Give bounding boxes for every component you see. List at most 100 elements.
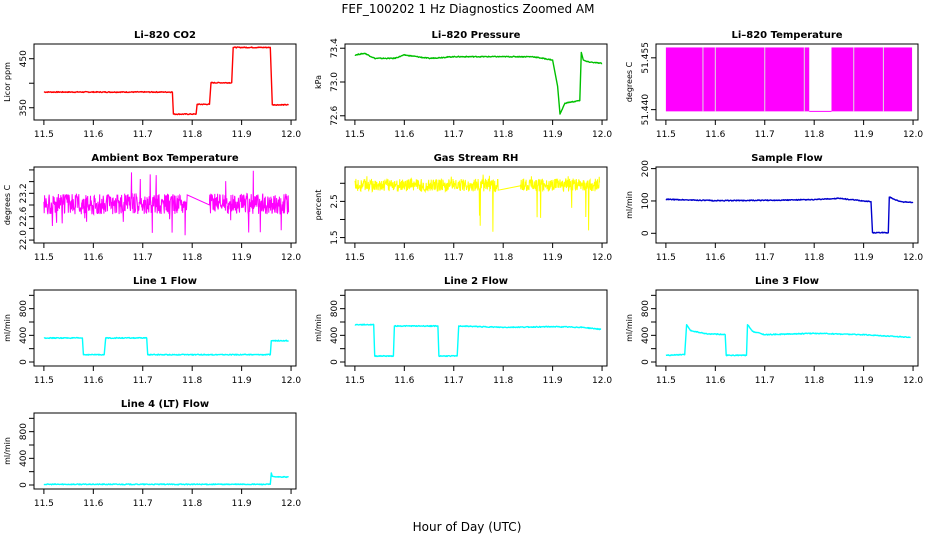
x-tick-label: 11.7 xyxy=(755,253,775,263)
temperature-band xyxy=(831,47,913,112)
y-axis-label: ml/min xyxy=(3,437,12,465)
y-tick-label: 400 xyxy=(641,326,651,343)
x-tick-label: 11.9 xyxy=(854,376,874,386)
x-tick-label: 11.8 xyxy=(804,253,824,263)
y-axis-label: Licor ppm xyxy=(3,62,12,102)
panel-7: Line 1 Flow 11.5 11.6 11.7 11.8 11.9 12.0 0 400 8… xyxy=(3,276,301,386)
x-tick-label: 11.8 xyxy=(182,130,202,140)
x-tick-label: 11.9 xyxy=(232,130,252,140)
panel-title: Sample Flow xyxy=(751,153,823,164)
series-line xyxy=(665,324,911,357)
y-tick-label: 200 xyxy=(641,160,651,177)
y-tick-label: 450 xyxy=(19,50,29,67)
y-axis-label: degrees C xyxy=(625,61,634,102)
y-tick-label: 400 xyxy=(330,326,340,343)
x-tick-label: 11.5 xyxy=(656,253,676,263)
x-tick-label: 11.6 xyxy=(394,253,414,263)
x-tick-label: 11.6 xyxy=(705,376,725,386)
y-tick-label: 800 xyxy=(19,423,29,440)
x-tick-label: 11.6 xyxy=(394,376,414,386)
x-tick-label: 11.5 xyxy=(345,130,365,140)
x-tick-label: 11.7 xyxy=(755,130,775,140)
y-axis-label: ml/min xyxy=(625,191,634,219)
x-tick-label: 12.0 xyxy=(281,376,301,386)
x-tick-label: 11.9 xyxy=(232,376,252,386)
y-tick-label: 51.455 xyxy=(641,42,651,73)
x-tick-label: 11.7 xyxy=(444,376,464,386)
x-tick-label: 12.0 xyxy=(903,376,923,386)
x-tick-label: 12.0 xyxy=(903,253,923,263)
x-tick-label: 11.7 xyxy=(444,253,464,263)
y-tick-label: 2.5 xyxy=(330,194,340,208)
x-tick-label: 11.9 xyxy=(232,499,252,509)
panel-10: Line 4 (LT) Flow 11.5 11.6 11.7 11.8 11.9 12.0… xyxy=(3,399,301,509)
panel-title: Line 4 (LT) Flow xyxy=(121,399,209,410)
panel-title: Li–820 CO2 xyxy=(134,30,196,41)
panel-title: Li–820 Pressure xyxy=(432,30,521,41)
x-tick-label: 11.7 xyxy=(755,376,775,386)
panel-1: Li–820 CO2 11.5 11.6 11.7 11.8 11.9 12.0 350 450… xyxy=(3,30,301,140)
y-tick-label: 22.6 xyxy=(19,206,29,226)
data-layer xyxy=(43,170,290,236)
y-tick-label: 73.4 xyxy=(330,38,340,58)
y-axis-label: percent xyxy=(314,190,323,221)
x-tick-label: 11.8 xyxy=(182,253,202,263)
figure-xlabel: Hour of Day (UTC) xyxy=(413,520,522,534)
panel-title: Ambient Box Temperature xyxy=(91,153,238,164)
y-axis-label: ml/min xyxy=(3,314,12,342)
panel-5: Gas Stream RH 11.5 11.6 11.7 11.8 11.9 12.0 1.5… xyxy=(314,153,612,263)
x-tick-label: 11.8 xyxy=(804,130,824,140)
series-line xyxy=(43,46,289,116)
x-tick-label: 11.9 xyxy=(854,130,874,140)
x-tick-label: 11.6 xyxy=(83,376,103,386)
x-tick-label: 12.0 xyxy=(281,130,301,140)
x-tick-label: 11.5 xyxy=(345,376,365,386)
y-tick-label: 23.2 xyxy=(19,183,29,203)
data-layer xyxy=(665,324,911,357)
x-tick-label: 11.8 xyxy=(804,376,824,386)
x-tick-label: 11.9 xyxy=(232,253,252,263)
series-line xyxy=(43,170,290,236)
plot-frame xyxy=(33,43,297,121)
series-line xyxy=(43,472,289,486)
data-layer xyxy=(43,46,289,116)
x-tick-label: 11.7 xyxy=(133,130,153,140)
y-tick-label: 0 xyxy=(330,359,340,365)
x-tick-label: 11.7 xyxy=(444,130,464,140)
x-tick-label: 11.8 xyxy=(493,376,513,386)
x-tick-label: 11.6 xyxy=(83,499,103,509)
x-tick-label: 12.0 xyxy=(281,253,301,263)
x-tick-label: 11.5 xyxy=(345,253,365,263)
figure-title: FEF_100202 1 Hz Diagnostics Zoomed AM xyxy=(341,2,594,16)
series-line xyxy=(665,196,914,234)
x-tick-label: 11.6 xyxy=(705,253,725,263)
x-tick-label: 11.8 xyxy=(182,376,202,386)
series-line xyxy=(354,323,602,358)
x-tick-label: 11.8 xyxy=(493,130,513,140)
x-tick-label: 11.9 xyxy=(543,130,563,140)
x-tick-label: 12.0 xyxy=(592,130,612,140)
data-layer xyxy=(354,323,602,358)
x-tick-label: 11.6 xyxy=(83,130,103,140)
x-tick-label: 12.0 xyxy=(903,130,923,140)
y-tick-label: 51.440 xyxy=(641,94,651,126)
x-tick-label: 11.6 xyxy=(705,130,725,140)
panel-title: Line 1 Flow xyxy=(133,276,197,287)
y-tick-label: 22.0 xyxy=(19,230,29,250)
y-tick-label: 1.5 xyxy=(330,230,340,244)
data-layer xyxy=(43,472,289,486)
x-tick-label: 11.7 xyxy=(133,376,153,386)
y-tick-label: 0 xyxy=(641,359,651,365)
panel-6: Sample Flow 11.5 11.6 11.7 11.8 11.9 12.0 0 100 2… xyxy=(625,153,923,263)
y-tick-label: 800 xyxy=(330,300,340,317)
y-tick-label: 800 xyxy=(641,300,651,317)
series-line xyxy=(354,51,603,115)
y-tick-label: 800 xyxy=(19,300,29,317)
series-line xyxy=(354,174,601,232)
plot-frame xyxy=(33,289,297,367)
panel-title: Gas Stream RH xyxy=(434,153,519,164)
y-axis-label: degrees C xyxy=(3,184,12,225)
data-layer xyxy=(665,47,913,112)
x-tick-label: 11.5 xyxy=(34,253,54,263)
x-tick-label: 11.9 xyxy=(543,376,563,386)
